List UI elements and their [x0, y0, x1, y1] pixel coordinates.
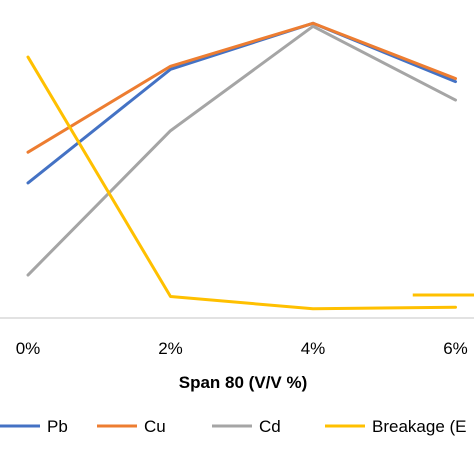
x-axis-title: Span 80 (V/V %) — [179, 373, 307, 392]
legend-label: Cd — [259, 417, 281, 436]
x-tick-label: 2% — [158, 339, 183, 358]
x-tick-label: 0% — [16, 339, 41, 358]
legend-item: Breakage (E — [325, 417, 467, 436]
x-tick-labels: 0% 2% 4% 6% — [16, 339, 468, 358]
legend-label: Breakage (E — [372, 417, 467, 436]
series-line-cd — [26, 24, 457, 277]
legend-item: Cu — [97, 417, 166, 436]
x-tick-label: 6% — [443, 339, 468, 358]
x-tick-label: 4% — [301, 339, 326, 358]
legend-label: Pb — [47, 417, 68, 436]
legend: Pb Cu Cd Breakage (E — [0, 417, 467, 436]
series-line-pb — [26, 21, 457, 185]
legend-item: Pb — [0, 417, 68, 436]
series-line-breakage-e — [26, 55, 457, 311]
series-line-cu — [26, 21, 457, 154]
legend-label: Cu — [144, 417, 166, 436]
legend-item: Cd — [212, 417, 281, 436]
series-layer — [26, 21, 474, 311]
